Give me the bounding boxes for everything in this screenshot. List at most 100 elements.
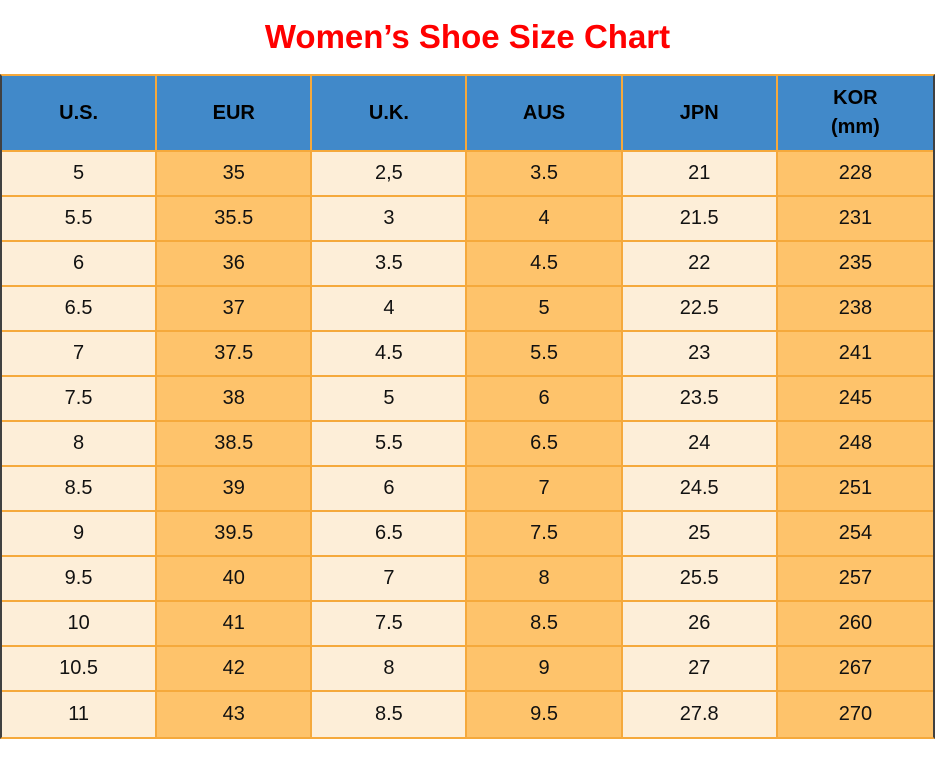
- table-row: 6.5 37 4 5 22.5 238: [2, 287, 933, 332]
- size-cell: 248: [777, 422, 933, 467]
- size-cell: 8.5: [2, 467, 158, 512]
- size-cell: 39.5: [157, 512, 313, 557]
- table-row: 11 43 8.5 9.5 27.8 270: [2, 692, 933, 737]
- table-header: U.S. EUR U.K.: [2, 76, 933, 152]
- size-cell: 25.5: [622, 557, 778, 602]
- size-cell: 37: [157, 287, 313, 332]
- size-cell: 6.5: [2, 287, 158, 332]
- column-header-label: AUS: [522, 101, 566, 124]
- table-body: 5 35 2,5 3.5 21 228 5.5 35.5 3 4 21.5 231 6 36 3.5 4.5 2…: [2, 152, 933, 737]
- size-cell: 10.5: [2, 647, 158, 692]
- size-cell: 4: [467, 197, 623, 242]
- table-row: 6 36 3.5 4.5 22 235: [2, 242, 933, 287]
- size-chart-table: U.S. EUR U.K.: [2, 76, 933, 737]
- column-header-label: JPN: [679, 101, 719, 124]
- size-cell: 5: [312, 377, 468, 422]
- size-cell: 228: [777, 152, 933, 197]
- size-cell: 38.5: [157, 422, 313, 467]
- size-cell: 245: [777, 377, 933, 422]
- size-cell: 5: [467, 287, 623, 332]
- size-cell: 5: [2, 152, 158, 197]
- size-cell: 6.5: [467, 422, 623, 467]
- size-cell: 8.5: [312, 692, 468, 737]
- column-header-uk: U.K.: [312, 76, 468, 152]
- chart-title: Women’s Shoe Size Chart: [264, 18, 671, 55]
- size-cell: 7: [467, 467, 623, 512]
- size-cell: 7: [2, 332, 158, 377]
- column-header-jpn: JPN: [622, 76, 778, 152]
- size-chart-table-wrap: U.S. EUR U.K.: [0, 74, 935, 739]
- size-cell: 254: [777, 512, 933, 557]
- size-cell: 22.5: [622, 287, 778, 332]
- table-row: 8 38.5 5.5 6.5 24 248: [2, 422, 933, 467]
- size-cell: 36: [157, 242, 313, 287]
- size-cell: 8: [467, 557, 623, 602]
- size-cell: 27: [622, 647, 778, 692]
- size-cell: 5.5: [467, 332, 623, 377]
- size-cell: 7.5: [467, 512, 623, 557]
- column-header-kor: KOR (mm): [777, 76, 933, 152]
- header-row: U.S. EUR U.K.: [2, 76, 933, 152]
- size-cell: 35: [157, 152, 313, 197]
- size-cell: 8: [2, 422, 158, 467]
- size-cell: 42: [157, 647, 313, 692]
- table-row: 8.5 39 6 7 24.5 251: [2, 467, 933, 512]
- column-header-label: U.K.: [368, 101, 409, 124]
- size-cell: 3: [312, 197, 468, 242]
- column-header-label: U.S.: [59, 101, 99, 124]
- size-cell: 9: [2, 512, 158, 557]
- table-row: 5 35 2,5 3.5 21 228: [2, 152, 933, 197]
- table-row: 5.5 35.5 3 4 21.5 231: [2, 197, 933, 242]
- size-cell: 21.5: [622, 197, 778, 242]
- table-row: 7 37.5 4.5 5.5 23 241: [2, 332, 933, 377]
- size-cell: 39: [157, 467, 313, 512]
- size-cell: 6: [467, 377, 623, 422]
- size-cell: 8: [312, 647, 468, 692]
- size-cell: 231: [777, 197, 933, 242]
- size-cell: 24.5: [622, 467, 778, 512]
- size-cell: 27.8: [622, 692, 778, 737]
- size-cell: 41: [157, 602, 313, 647]
- column-header-sublabel: (mm): [830, 116, 880, 138]
- size-cell: 24: [622, 422, 778, 467]
- size-cell: 3.5: [312, 242, 468, 287]
- size-cell: 8.5: [467, 602, 623, 647]
- size-cell: 4.5: [467, 242, 623, 287]
- size-cell: 38: [157, 377, 313, 422]
- size-cell: 7: [312, 557, 468, 602]
- column-header-label: KOR: [833, 87, 878, 109]
- size-cell: 10: [2, 602, 158, 647]
- table-row: 9 39.5 6.5 7.5 25 254: [2, 512, 933, 557]
- size-cell: 6.5: [312, 512, 468, 557]
- size-cell: 7.5: [2, 377, 158, 422]
- size-cell: 40: [157, 557, 313, 602]
- size-cell: 5.5: [2, 197, 158, 242]
- size-cell: 4: [312, 287, 468, 332]
- size-cell: 25: [622, 512, 778, 557]
- size-cell: 6: [2, 242, 158, 287]
- size-cell: 257: [777, 557, 933, 602]
- size-cell: 43: [157, 692, 313, 737]
- size-cell: 11: [2, 692, 158, 737]
- size-cell: 251: [777, 467, 933, 512]
- size-cell: 3.5: [467, 152, 623, 197]
- size-cell: 9: [467, 647, 623, 692]
- column-header-eur: EUR: [157, 76, 313, 152]
- size-cell: 260: [777, 602, 933, 647]
- size-cell: 2,5: [312, 152, 468, 197]
- size-cell: 241: [777, 332, 933, 377]
- size-cell: 4.5: [312, 332, 468, 377]
- size-cell: 23.5: [622, 377, 778, 422]
- size-cell: 270: [777, 692, 933, 737]
- table-row: 7.5 38 5 6 23.5 245: [2, 377, 933, 422]
- size-cell: 9.5: [2, 557, 158, 602]
- table-row: 9.5 40 7 8 25.5 257: [2, 557, 933, 602]
- size-cell: 5.5: [312, 422, 468, 467]
- column-header-us: U.S.: [2, 76, 158, 152]
- size-cell: 37.5: [157, 332, 313, 377]
- size-cell: 23: [622, 332, 778, 377]
- size-cell: 9.5: [467, 692, 623, 737]
- table-row: 10 41 7.5 8.5 26 260: [2, 602, 933, 647]
- size-cell: 267: [777, 647, 933, 692]
